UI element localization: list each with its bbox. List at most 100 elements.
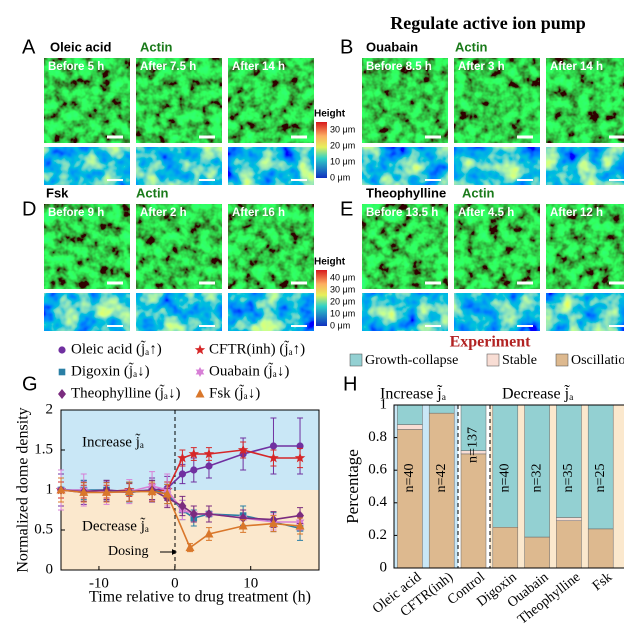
legend-label: Oscillation [571,353,624,368]
y-tick-label: 0 [380,559,388,575]
panel-label: D [22,198,36,220]
x-tick-label: 10 [243,575,258,591]
marker [294,452,306,463]
legend-swatch [486,353,500,367]
image-label: After 16 h [232,207,285,219]
legend-label: Digoxin (j̃ₐ↓) [71,362,150,379]
legend-label: Stable [502,353,537,368]
image-label: After 3 h [458,61,505,73]
actin-image [362,58,448,143]
colorbar-tick-label: 30 μm [330,284,355,294]
height-map [362,293,448,331]
image-label: Before 5 h [48,61,104,73]
marker [237,444,249,455]
panel-label: H [343,373,357,395]
x-axis-label: Time relative to drug treatment (h) [89,589,311,606]
actin-image [228,204,314,289]
y-tick-label: 0.8 [368,429,387,445]
n-label: n=35 [561,464,576,493]
n-label: n=40 [402,464,417,493]
panel-label: B [340,36,353,58]
bar-segment [428,404,455,414]
bar-segment [492,527,519,569]
height-map [454,147,540,185]
colorbar-tick-label: 0 μm [330,172,350,182]
height-map [44,147,130,185]
legend-marker [195,389,205,398]
actin-image [362,204,448,289]
y-tick-label: 0.5 [34,521,53,537]
legend-label: Fsk (j̃ₐ↓) [209,384,260,401]
legend-marker [195,367,205,377]
image-label: After 7.5 h [140,61,196,73]
dosing-arrow-head [172,549,177,555]
legend-swatch [349,353,363,367]
legend-label: Theophylline (j̃ₐ↓) [71,384,181,401]
legend-marker [58,368,66,376]
legend-marker [58,389,66,399]
bar-segment [556,517,582,521]
height-map [136,293,222,331]
y-tick-label: 0.6 [368,462,387,478]
marker [147,486,157,496]
bar-segment [492,404,519,528]
image-label: Before 9 h [48,207,104,219]
annotation: Dosing [108,544,148,559]
marker [295,521,305,530]
y-tick-label: 1 [46,481,54,497]
height-map [362,147,448,185]
colorbar [316,122,327,178]
legend-title: Experiment [450,334,532,351]
stain-name: Actin [462,185,495,200]
n-label: n=40 [498,464,513,493]
marker [185,542,195,552]
marker [102,487,112,496]
bar-segment [524,536,550,569]
bar-segment [460,453,487,569]
bar-segment [524,404,550,538]
stain-name: Actin [140,39,173,54]
y-tick-label: 1 [380,396,388,412]
bar-segment [460,404,487,451]
n-label: n=137 [466,427,481,463]
annotation: Increase j̃ₐ [380,384,447,402]
image-label: Before 8.5 h [366,61,432,73]
n-label: n=32 [529,464,544,493]
legend-label: Growth-collapse [365,353,458,368]
height-map [454,293,540,331]
image-label: After 12 h [550,207,603,219]
colorbar-tick-label: 20 μm [330,296,355,306]
marker [79,487,89,496]
x-tick-label: 0 [171,575,179,591]
legend-label: CFTR(inh) (j̃ₐ↑) [209,340,305,357]
bar-segment [397,424,423,430]
marker [269,442,278,450]
marker [204,529,214,538]
marker [205,462,213,470]
bar-segment [397,404,423,425]
actin-image [44,204,130,289]
actin-image [228,58,314,143]
annotation: Increase j̃ₐ [82,433,144,450]
colorbar-title: Height [314,257,346,268]
drug-name: Theophylline [366,185,446,200]
marker [238,521,248,530]
x-tick-label: -10 [89,575,109,591]
height-map [136,147,222,185]
actin-image [454,204,540,289]
stain-name: Actin [136,185,169,200]
actin-image [44,58,130,143]
figure-title: Regulate active ion pump [390,13,586,33]
marker [204,509,213,519]
series-line [60,489,301,521]
image-label: After 4.5 h [458,207,514,219]
y-axis-label: Normalized dome density [15,407,32,572]
y-tick-label: 2 [46,401,54,417]
marker [177,452,188,463]
marker [268,452,279,463]
content: A Oleic acid Actin Before 5 h After 7.5 h Aft… [15,36,624,625]
y-tick-label: 1.5 [34,441,53,457]
plot-frame [393,404,624,569]
annotation: Decrease j̃ₐ [82,517,149,534]
n-label: n=42 [434,464,449,493]
